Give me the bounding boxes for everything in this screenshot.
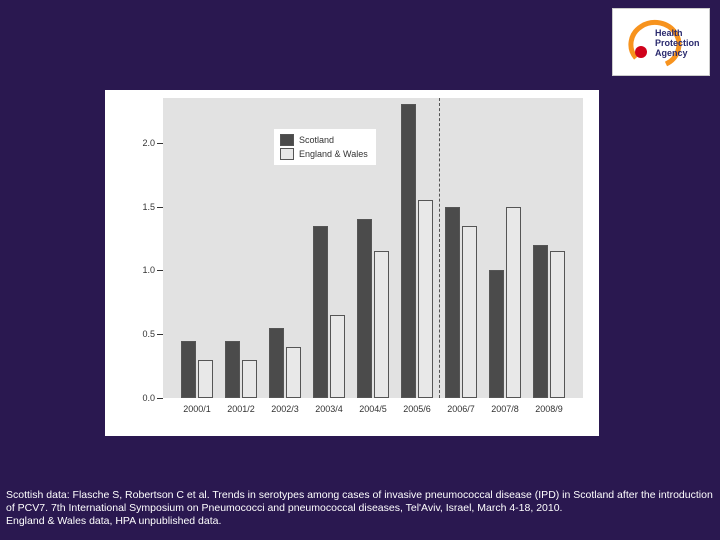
xtick-label: 2003/4 bbox=[307, 404, 351, 414]
chart-panel: IPD cases per 100,000 population Scotlan… bbox=[105, 90, 599, 436]
xtick-label: 2004/5 bbox=[351, 404, 395, 414]
bar-scotland bbox=[225, 341, 240, 398]
legend-swatch-ew bbox=[280, 148, 294, 160]
ytick-mark bbox=[157, 270, 163, 271]
logo-text-1: Health bbox=[655, 28, 683, 38]
bar-england-wales bbox=[286, 347, 301, 398]
ytick-label: 1.0 bbox=[127, 265, 155, 275]
xtick-label: 2007/8 bbox=[483, 404, 527, 414]
xtick-label: 2000/1 bbox=[175, 404, 219, 414]
bar-scotland bbox=[357, 219, 372, 398]
logo-dot bbox=[635, 46, 647, 58]
bar-england-wales bbox=[242, 360, 257, 398]
xtick-label: 2001/2 bbox=[219, 404, 263, 414]
bar-england-wales bbox=[198, 360, 213, 398]
bar-england-wales bbox=[550, 251, 565, 398]
hpa-logo: Health Protection Agency bbox=[612, 8, 710, 76]
xtick-label: 2006/7 bbox=[439, 404, 483, 414]
bar-england-wales bbox=[462, 226, 477, 398]
logo-text-3: Agency bbox=[655, 48, 688, 58]
bar-england-wales bbox=[418, 200, 433, 398]
ytick-mark bbox=[157, 207, 163, 208]
xtick-label: 2005/6 bbox=[395, 404, 439, 414]
xtick-label: 2002/3 bbox=[263, 404, 307, 414]
bar-scotland bbox=[401, 104, 416, 398]
legend-row-ew: England & Wales bbox=[280, 147, 368, 161]
logo-text-2: Protection bbox=[655, 38, 700, 48]
ytick-label: 2.0 bbox=[127, 138, 155, 148]
pcv7-divider bbox=[439, 98, 440, 398]
ytick-label: 1.5 bbox=[127, 202, 155, 212]
bar-england-wales bbox=[374, 251, 389, 398]
bar-scotland bbox=[533, 245, 548, 398]
legend-label-scotland: Scotland bbox=[299, 135, 334, 145]
ytick-mark bbox=[157, 334, 163, 335]
bar-scotland bbox=[489, 270, 504, 398]
ytick-label: 0.5 bbox=[127, 329, 155, 339]
citation-line-2: England & Wales data, HPA unpublished da… bbox=[6, 515, 221, 527]
ytick-mark bbox=[157, 143, 163, 144]
xtick-label: 2008/9 bbox=[527, 404, 571, 414]
bar-england-wales bbox=[506, 207, 521, 398]
hpa-logo-svg: Health Protection Agency bbox=[621, 14, 701, 70]
bar-england-wales bbox=[330, 315, 345, 398]
legend-row-scotland: Scotland bbox=[280, 133, 368, 147]
plot-area: Scotland England & Wales bbox=[163, 98, 583, 398]
bar-scotland bbox=[445, 207, 460, 398]
ytick-mark bbox=[157, 398, 163, 399]
bar-scotland bbox=[181, 341, 196, 398]
legend: Scotland England & Wales bbox=[273, 128, 377, 166]
legend-label-ew: England & Wales bbox=[299, 149, 368, 159]
bar-scotland bbox=[313, 226, 328, 398]
citation-block: Scottish data: Flasche S, Robertson C et… bbox=[6, 489, 714, 528]
legend-swatch-scotland bbox=[280, 134, 294, 146]
citation-line-1: Scottish data: Flasche S, Robertson C et… bbox=[6, 489, 713, 514]
ytick-label: 0.0 bbox=[127, 393, 155, 403]
bar-scotland bbox=[269, 328, 284, 398]
